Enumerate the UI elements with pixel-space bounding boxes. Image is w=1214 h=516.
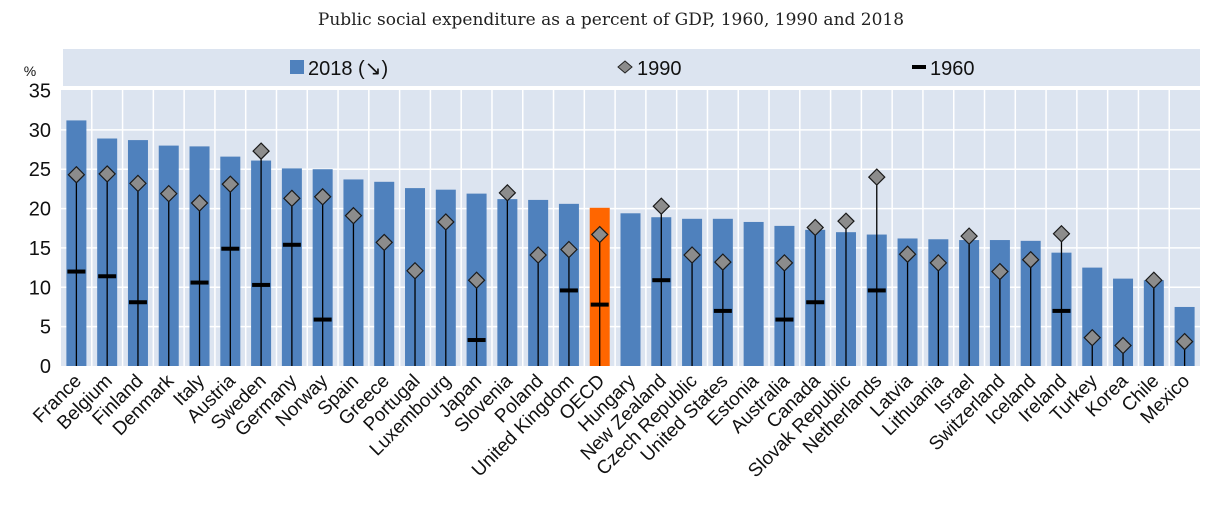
marker-1990 [652, 197, 671, 216]
marker-1960 [1052, 308, 1071, 313]
marker-1960 [98, 274, 117, 279]
y-tick-label: 30 [29, 120, 51, 142]
marker-1960 [467, 338, 486, 343]
marker-1990 [190, 194, 209, 212]
marker-1990 [283, 189, 301, 208]
marker-1990 [1083, 328, 1102, 347]
marker-1990 [159, 184, 178, 203]
marker-1990 [1175, 332, 1194, 351]
marker-1990 [714, 253, 732, 271]
marker-1960 [221, 246, 240, 251]
marker-1990 [344, 206, 363, 225]
marker-1960 [313, 317, 332, 322]
marker-1990 [683, 246, 701, 264]
y-tick-label: 20 [29, 199, 51, 221]
marker-1990 [1052, 224, 1071, 243]
marker-1990 [1114, 336, 1132, 355]
marker-1990 [775, 254, 794, 272]
legend-marker-1960 [912, 65, 926, 69]
y-tick-label: 15 [29, 238, 51, 260]
marker-1960 [713, 308, 732, 313]
marker-1960 [652, 278, 671, 283]
marker-1990 [98, 165, 117, 183]
y-tick-label: 5 [40, 317, 51, 339]
marker-1990 [991, 262, 1009, 281]
y-tick-label: 10 [29, 277, 51, 299]
marker-1990 [467, 271, 486, 290]
marker-1990 [221, 175, 240, 194]
marker-1990 [867, 168, 886, 186]
marker-1990 [837, 212, 855, 231]
marker-1990 [590, 225, 609, 244]
legend-label-2018: 2018 (↘) [308, 58, 388, 80]
marker-1960 [590, 302, 609, 307]
legend-label-1990: 1990 [637, 58, 682, 80]
legend-label-1960: 1960 [930, 58, 975, 80]
markers-1990 [67, 142, 1194, 355]
y-tick-label: 0 [40, 356, 51, 378]
marker-1990 [252, 142, 270, 160]
marker-1990 [406, 261, 424, 280]
legend-marker-1990 [617, 60, 633, 74]
marker-1990 [375, 233, 394, 252]
y-tick-label: 25 [29, 159, 51, 181]
bar-2018-hungary [620, 213, 641, 366]
bar-2018-estonia [743, 221, 764, 366]
marker-1990 [560, 240, 578, 259]
marker-1990 [806, 218, 825, 237]
marker-1990 [1021, 250, 1040, 269]
x-axis-labels: FranceBelgiumFinlandDenmarkItalyAustriaS… [29, 370, 1194, 482]
y-axis: % 0 5 10 15 20 25 30 35 [24, 63, 51, 378]
marker-1990 [898, 245, 917, 264]
markers-1960 [67, 242, 1071, 343]
y-tick-label: 35 [29, 81, 51, 103]
marker-1960 [190, 280, 209, 285]
marker-1960 [775, 317, 794, 322]
marker-1960 [128, 300, 147, 305]
marker-1990 [313, 187, 332, 206]
legend: 2018 (↘) 1990 1960 [290, 58, 975, 80]
y-unit-label: % [24, 63, 36, 79]
legend-marker-2018 [290, 60, 304, 74]
marker-1990 [960, 227, 978, 245]
marker-1960 [67, 269, 86, 274]
marker-1990 [129, 174, 147, 193]
marker-1990 [929, 254, 948, 272]
marker-1990 [498, 183, 517, 202]
marker-1990 [1144, 271, 1163, 290]
marker-1990 [67, 165, 86, 184]
marker-1990 [529, 246, 547, 264]
marker-1960 [559, 288, 578, 293]
chart-title: Public social expenditure as a percent o… [318, 10, 904, 30]
marker-1990 [436, 213, 455, 231]
marker-1960 [282, 242, 301, 247]
marker-1960 [806, 300, 825, 305]
range-lines [75, 151, 1186, 366]
marker-1960 [252, 282, 271, 287]
marker-1960 [867, 288, 886, 293]
